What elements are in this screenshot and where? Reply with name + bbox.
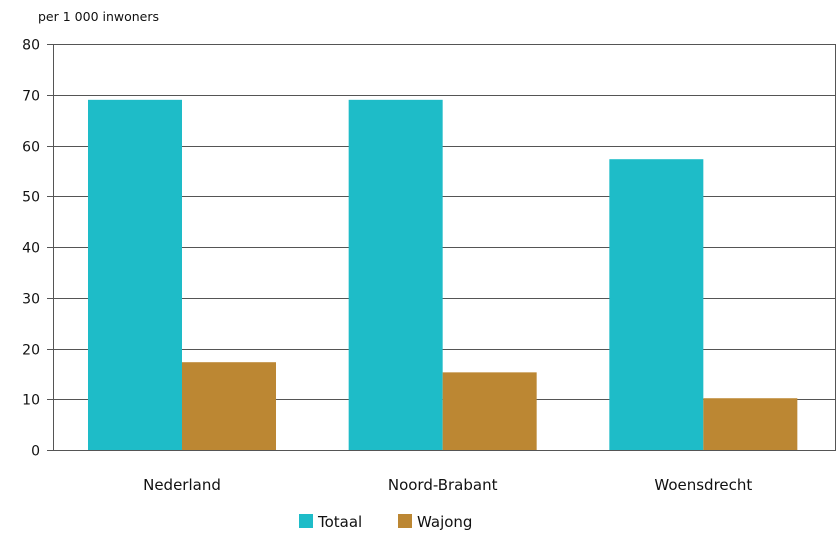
bar-totaal-woensdrecht (609, 159, 704, 450)
y-tick-label: 20 (22, 343, 40, 359)
bar-totaal-nederland (88, 99, 182, 450)
legend-label-totaal: Totaal (317, 513, 362, 531)
y-tick-label: 70 (22, 89, 40, 105)
y-axis-unit-label: per 1 000 inwoners (38, 9, 159, 24)
legend-swatch-totaal (299, 514, 313, 528)
legend: Totaal Wajong (299, 513, 472, 531)
bar-wajong-woensdrecht (703, 398, 798, 450)
y-axis-ticks: 0 10 20 30 40 50 60 70 80 (22, 38, 53, 460)
y-tick-label: 80 (22, 38, 40, 54)
x-axis-category-labels: Nederland Noord-Brabant Woensdrecht (143, 476, 752, 494)
legend-swatch-wajong (398, 514, 412, 528)
bar-wajong-noord-brabant (442, 372, 537, 450)
x-category-label: Woensdrecht (654, 476, 752, 494)
x-category-label: Nederland (143, 476, 221, 494)
y-tick-label: 40 (22, 241, 40, 257)
bar-totaal-noord-brabant (348, 99, 443, 450)
y-tick-label: 0 (31, 444, 40, 460)
y-tick-label: 30 (22, 292, 40, 308)
bars (88, 99, 798, 450)
y-tick-label: 60 (22, 140, 40, 156)
y-tick-label: 50 (22, 190, 40, 206)
y-tick-label: 10 (22, 393, 40, 409)
plot-frame (53, 44, 836, 451)
bar-wajong-nederland (182, 362, 276, 450)
x-category-label: Noord-Brabant (388, 476, 498, 494)
legend-label-wajong: Wajong (417, 513, 472, 531)
